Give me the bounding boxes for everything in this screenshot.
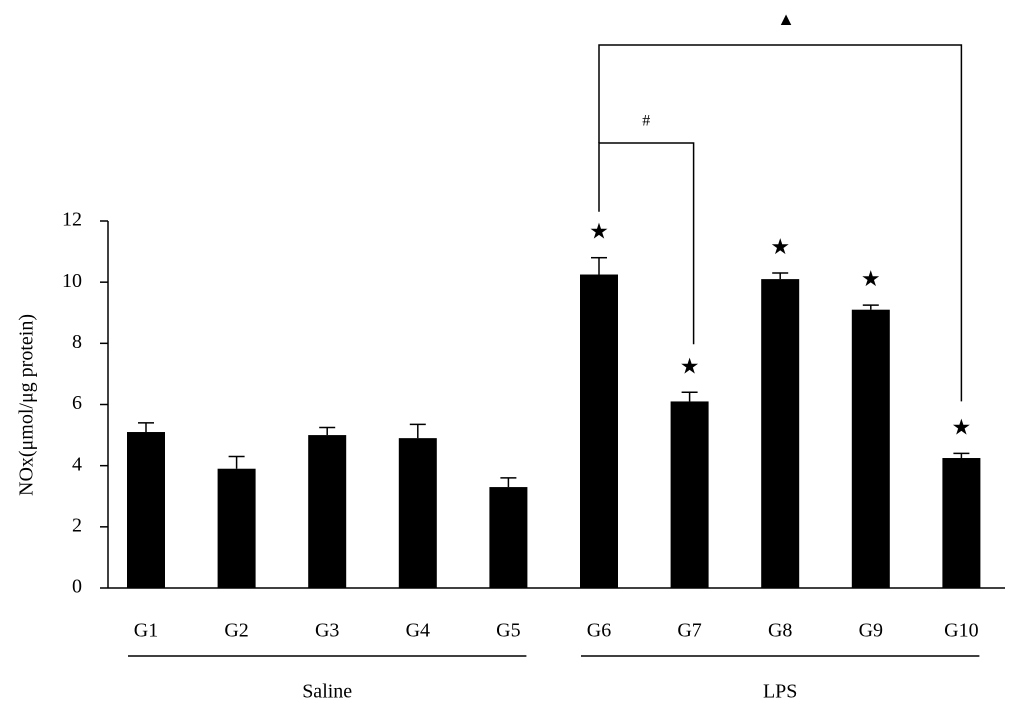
bar <box>398 438 437 588</box>
bar <box>761 279 800 588</box>
bar <box>851 309 890 588</box>
bar <box>127 432 165 588</box>
y-tick-label: 12 <box>62 209 82 231</box>
significance-marker: ★ <box>770 234 790 259</box>
y-tick-label: 2 <box>72 514 82 536</box>
y-tick-label: 6 <box>72 392 82 414</box>
bracket <box>598 142 695 345</box>
x-tick-label: G8 <box>768 620 792 642</box>
bar <box>489 487 528 588</box>
bar <box>942 458 981 588</box>
y-tick-label: 4 <box>72 453 82 475</box>
x-tick-label: G3 <box>315 620 339 642</box>
y-tick-label: 0 <box>72 576 82 598</box>
bar <box>670 401 709 588</box>
x-tick-label: G7 <box>677 620 701 642</box>
y-axis-label: NOx(μmol/μg protein) <box>16 314 38 496</box>
bar <box>217 468 256 588</box>
group-label: LPS <box>763 681 797 703</box>
y-tick-label: 10 <box>62 270 82 292</box>
x-tick-label: G10 <box>944 620 978 642</box>
significance-marker: ★ <box>952 414 972 439</box>
x-tick-label: G2 <box>224 620 248 642</box>
significance-marker: ★ <box>589 219 609 244</box>
x-tick-label: G9 <box>859 620 883 642</box>
bracket-label: # <box>642 113 650 130</box>
significance-marker: ★ <box>861 266 881 291</box>
significance-marker: ★ <box>680 353 700 378</box>
x-tick-label: G6 <box>587 620 611 642</box>
x-tick-label: G4 <box>406 620 430 642</box>
bracket-label: ▲ <box>777 9 795 29</box>
x-tick-label: G1 <box>134 620 158 642</box>
x-tick-label: G5 <box>496 620 520 642</box>
bar <box>308 435 347 588</box>
group-label: Saline <box>302 681 352 703</box>
y-tick-label: 8 <box>72 331 82 353</box>
bracket <box>598 44 963 402</box>
bar <box>580 274 618 588</box>
